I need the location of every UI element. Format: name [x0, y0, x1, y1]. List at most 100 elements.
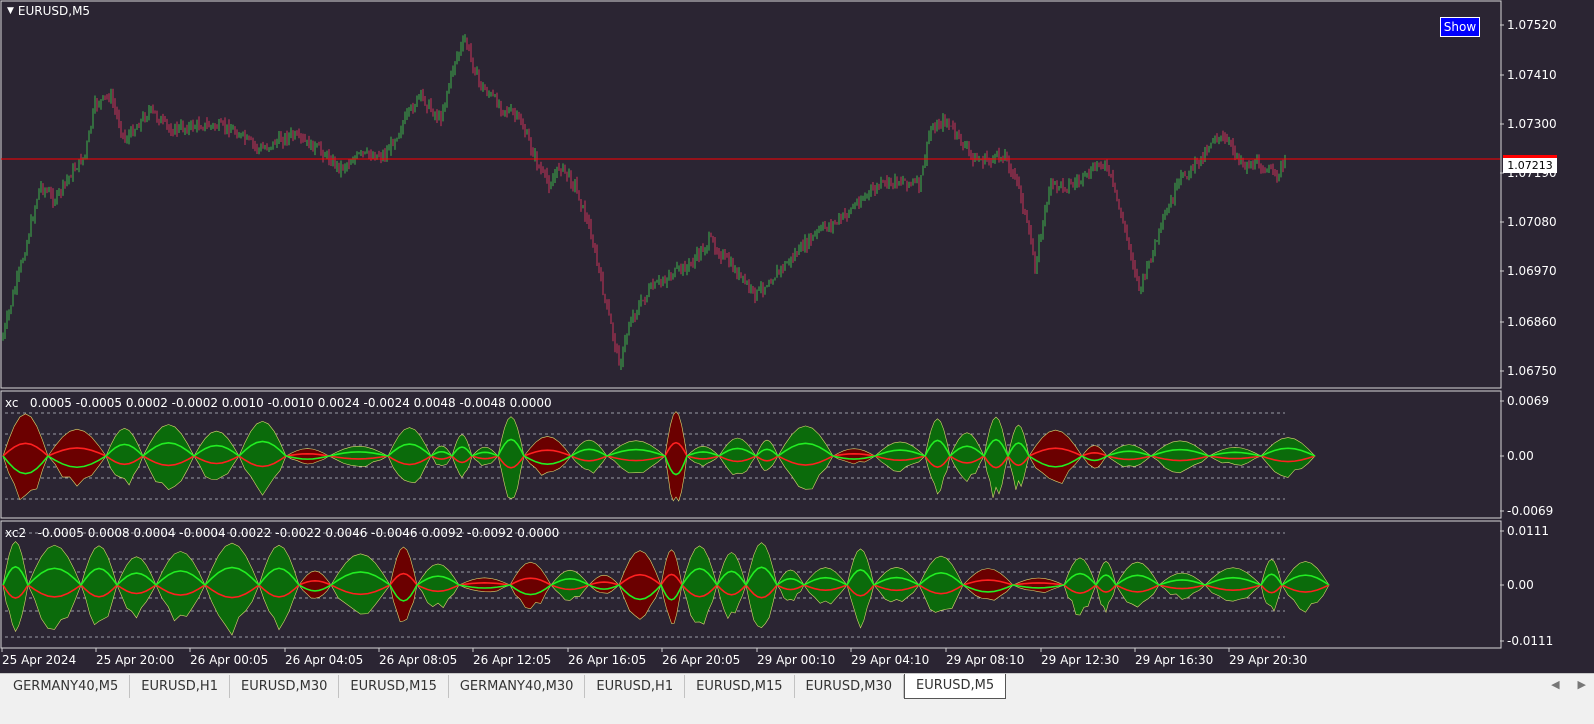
- envelope-segment: [416, 563, 460, 609]
- envelope-segment: [1115, 561, 1160, 608]
- envelope-segment: [1208, 447, 1262, 466]
- price-tick-label: 1.06750: [1507, 364, 1557, 378]
- xc-oscillator: [2, 411, 1316, 502]
- envelope-segment: [618, 550, 662, 620]
- envelope-segment: [983, 416, 1009, 498]
- xc2-oscillator: [2, 532, 1330, 638]
- envelope-segment: [1260, 437, 1316, 478]
- candles-group: [2, 34, 1286, 370]
- symbol-text: EURUSD,M5: [17, 4, 91, 18]
- envelope-segment: [387, 427, 432, 484]
- envelope-segment: [1012, 577, 1065, 593]
- envelope-segment: [716, 552, 747, 620]
- tab-chart[interactable]: GERMANY40,M30: [449, 675, 586, 698]
- envelope-segment: [681, 545, 718, 625]
- tab-chart[interactable]: GERMANY40,M5: [2, 675, 131, 698]
- price-tick-label: 1.07080: [1507, 215, 1557, 229]
- time-tick-label: 26 Apr 20:05: [662, 653, 740, 667]
- envelope-segment: [686, 445, 720, 467]
- tab-chart[interactable]: EURUSD,M15: [339, 675, 449, 698]
- xc2-tick-label: 0.0111: [1507, 524, 1549, 538]
- envelope-segment: [238, 420, 287, 496]
- time-tick-label: 26 Apr 16:05: [568, 653, 646, 667]
- envelope-segment: [1204, 567, 1262, 602]
- current-price-tag: 1.07213: [1503, 155, 1557, 173]
- time-tick-label: 29 Apr 12:30: [1041, 653, 1119, 667]
- symbol-label[interactable]: ▼ EURUSD,M5: [7, 4, 90, 18]
- time-tick-label: 25 Apr 2024: [2, 653, 76, 667]
- chart-tab-bar: GERMANY40,M5 EURUSD,H1 EURUSD,M30 EURUSD,M1…: [0, 673, 1594, 724]
- envelope-segment: [949, 432, 985, 483]
- xc-tick-label: -0.0069: [1507, 504, 1553, 518]
- time-tick-label: 29 Apr 08:10: [946, 653, 1024, 667]
- envelope-segment: [285, 448, 330, 465]
- envelope-segment: [924, 418, 951, 495]
- time-tick-label: 29 Apr 16:30: [1135, 653, 1213, 667]
- envelope-segment: [1106, 444, 1152, 468]
- envelope-segment: [451, 434, 473, 478]
- envelope-segment: [193, 430, 240, 481]
- envelope-segment: [918, 555, 964, 613]
- scroll-left-icon[interactable]: ◀: [1551, 678, 1560, 691]
- tab-scroll-controls: ◀ ▶: [1551, 678, 1586, 691]
- scroll-right-icon[interactable]: ▶: [1577, 678, 1586, 691]
- envelope-segment: [777, 425, 834, 490]
- time-tick-label: 26 Apr 00:05: [190, 653, 268, 667]
- time-tick-label: 29 Apr 20:30: [1229, 653, 1307, 667]
- envelope-segment: [1007, 424, 1030, 490]
- envelope-segment: [803, 567, 848, 605]
- envelope-segment: [523, 436, 572, 476]
- envelope-segment: [718, 437, 757, 476]
- envelope-segment: [1260, 559, 1283, 612]
- price-tick-label: 1.06970: [1507, 264, 1557, 278]
- xc-indicator-label: xc 0.0005 -0.0005 0.0002 -0.0002 0.0010 …: [5, 396, 552, 410]
- tab-chart[interactable]: EURUSD,H1: [130, 675, 230, 698]
- tab-chart[interactable]: EURUSD,M30: [795, 675, 904, 698]
- xc-tick-label: 0.0069: [1507, 394, 1549, 408]
- price-tick-label: 1.06860: [1507, 315, 1557, 329]
- envelope-segment: [660, 549, 683, 624]
- xc2-indicator-label: xc2 -0.0005 0.0008 0.0004 -0.0004 0.0022…: [5, 526, 560, 540]
- envelope-segment: [1081, 445, 1108, 469]
- envelope-segment: [745, 542, 778, 628]
- time-tick-label: 26 Apr 04:05: [285, 653, 363, 667]
- time-tick-label: 26 Apr 12:05: [473, 653, 551, 667]
- envelope-segment: [430, 445, 453, 466]
- show-button[interactable]: Show: [1440, 17, 1480, 37]
- dropdown-triangle-icon[interactable]: ▼: [7, 6, 14, 16]
- price-tick-label: 1.07410: [1507, 68, 1557, 82]
- envelope-segment: [776, 569, 805, 601]
- tab-chart[interactable]: EURUSD,M30: [230, 675, 340, 698]
- envelope-segment: [204, 542, 260, 636]
- xc-panel-frame: [0, 390, 1502, 519]
- signal-line-red: [2, 441, 1316, 469]
- envelope-segment: [1150, 440, 1210, 474]
- envelope-segment: [509, 561, 552, 610]
- envelope-segment: [846, 548, 875, 629]
- tab-chart[interactable]: EURUSD,H1: [585, 675, 686, 698]
- tab-chart[interactable]: EURUSD,M15: [685, 675, 795, 698]
- tab-chart[interactable]: EURUSD,M5: [903, 674, 1007, 699]
- signal-line-green: [2, 438, 1316, 476]
- tab-list: GERMANY40,M5 EURUSD,H1 EURUSD,M30 EURUSD,M1…: [2, 674, 1007, 700]
- chart-area[interactable]: 1.075201.074101.073001.071901.070801.069…: [0, 0, 1594, 673]
- xc-tick-label: 0.00: [1507, 449, 1534, 463]
- xc2-tick-label: 0.00: [1507, 578, 1534, 592]
- envelope-segment: [27, 544, 82, 630]
- envelope-segment: [497, 416, 525, 499]
- envelope-segment: [962, 568, 1014, 601]
- envelope-segment: [550, 569, 590, 601]
- signal-line-green: [2, 565, 1330, 602]
- price-tick-label: 1.07520: [1507, 18, 1557, 32]
- envelope-segment: [330, 553, 391, 615]
- time-tick-label: 26 Apr 08:05: [379, 653, 457, 667]
- envelope-segment: [1281, 561, 1330, 613]
- envelope-segment: [389, 546, 418, 623]
- envelope-segment: [258, 544, 300, 631]
- envelope-segment: [155, 551, 206, 622]
- time-tick-label: 29 Apr 00:10: [757, 653, 835, 667]
- envelope-segment: [1028, 429, 1083, 484]
- envelope-segment: [832, 448, 876, 465]
- envelope-segment: [116, 556, 157, 619]
- envelope-segment: [105, 428, 144, 486]
